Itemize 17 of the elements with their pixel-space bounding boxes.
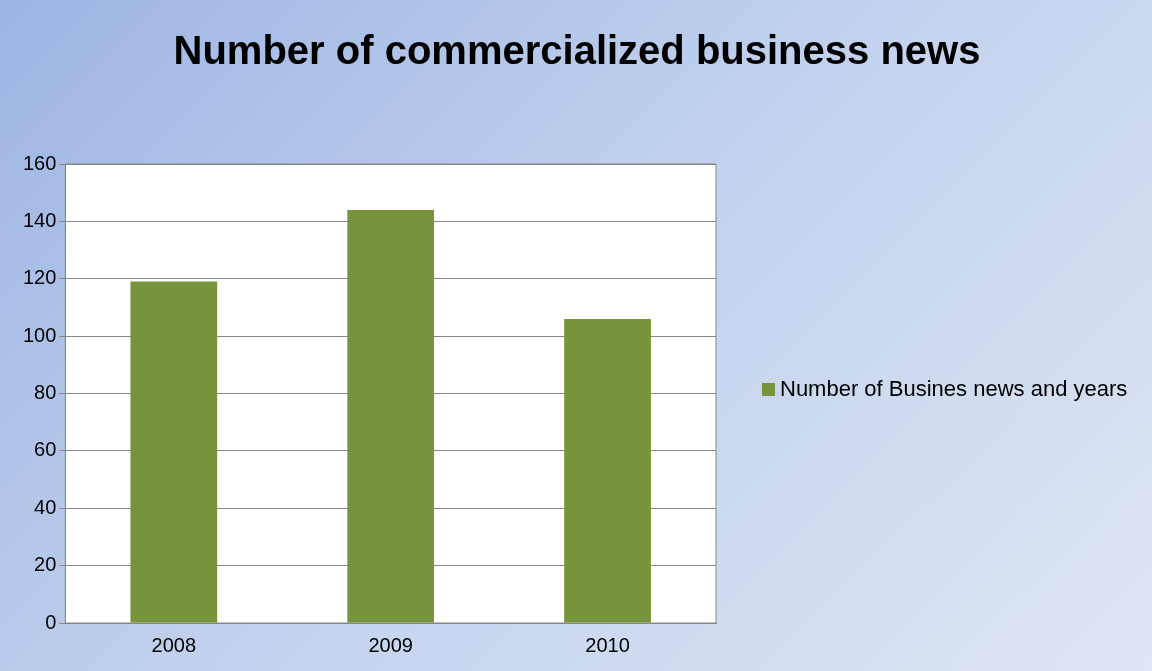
y-tick-label: 160 bbox=[22, 151, 57, 174]
y-tick-label: 80 bbox=[34, 381, 57, 404]
y-tick-label: 100 bbox=[22, 323, 57, 346]
bar bbox=[130, 281, 218, 623]
x-tick-label: 2008 bbox=[151, 633, 197, 656]
y-tick-label: 0 bbox=[45, 610, 57, 633]
y-tick-label: 60 bbox=[34, 438, 57, 461]
y-tick-label: 140 bbox=[22, 208, 57, 231]
y-tick-label: 40 bbox=[34, 495, 57, 518]
x-tick-label: 2010 bbox=[585, 633, 630, 656]
bar bbox=[347, 209, 435, 623]
legend-label: Number of Busines news and years bbox=[780, 375, 1128, 403]
y-tick-label: 120 bbox=[22, 266, 57, 289]
x-tick-label: 2009 bbox=[368, 633, 413, 656]
bar bbox=[564, 318, 651, 623]
y-tick-label: 20 bbox=[34, 553, 57, 576]
chart-title: Number of commercialized business news bbox=[172, 27, 982, 74]
